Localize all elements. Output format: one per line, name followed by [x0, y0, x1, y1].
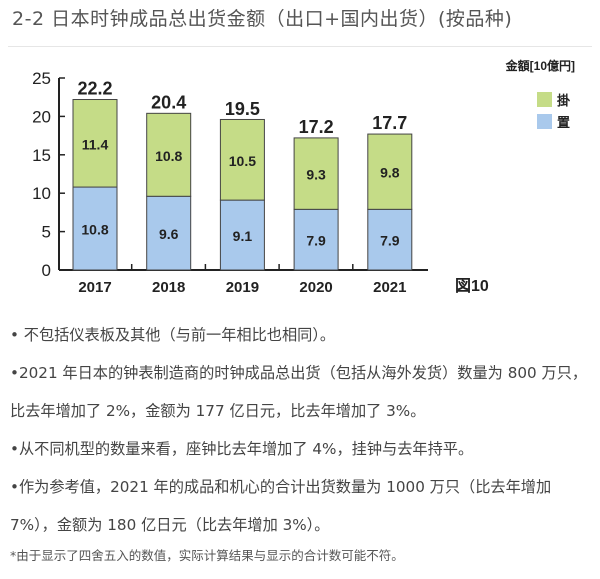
- y-tick-label: 20: [32, 107, 51, 126]
- bar-segment: [293, 208, 339, 271]
- data-label: 7.9: [380, 233, 400, 249]
- total-label: 17.7: [372, 113, 407, 133]
- footnote: *由于显示了四舍五入的数值，实际计算结果与显示的合计数可能不符。: [10, 548, 404, 563]
- divider: [8, 46, 592, 47]
- total-label: 19.5: [225, 99, 260, 119]
- legend-label: 置: [557, 115, 570, 130]
- x-tick-label: 2020: [299, 279, 332, 296]
- x-tick-label: 2018: [152, 279, 185, 296]
- bar-segment: [367, 133, 413, 210]
- data-label: 9.3: [306, 167, 326, 183]
- total-label: 20.4: [151, 92, 186, 112]
- page-title: 2-2 日本时钟成品总出货金额（出口+国内出货）(按品种): [12, 8, 513, 30]
- bar-chart: 0 5 10 15 20 25 10.8 11.4 22.2 2017 9.6 10.8 20.4 201…: [32, 58, 575, 296]
- x-tick-label: 2019: [226, 279, 259, 296]
- paragraph: • 不包括仪表板及其他（与前一年相比也相同）。: [10, 326, 336, 344]
- bar-segment: [72, 99, 118, 188]
- y-tick-label: 15: [32, 146, 51, 165]
- data-label: 11.4: [82, 136, 109, 152]
- x-tick-label: 2021: [373, 279, 406, 296]
- data-label: 10.8: [155, 148, 182, 164]
- bar-segment: [219, 118, 265, 201]
- x-tick-label: 2017: [78, 279, 111, 296]
- paragraph: •2021 年日本的钟表制造商的时钟成品总出货（包括从海外发货）数量为 800 …: [10, 364, 588, 420]
- y-tick-label: 0: [42, 261, 51, 280]
- paragraph: •作为参考值，2021 年的成品和机心的合计出货数量为 1000 万只（比去年增…: [10, 478, 552, 534]
- legend-label: 掛: [557, 93, 571, 108]
- figure-label: 図10: [455, 277, 489, 295]
- bar-segment: [146, 112, 192, 197]
- total-label: 17.2: [299, 117, 334, 137]
- data-label: 9.8: [380, 165, 400, 181]
- bar-segment: [293, 137, 339, 210]
- data-label: 7.9: [306, 233, 326, 249]
- data-label: 9.1: [233, 228, 253, 244]
- y-tick-label: 25: [32, 69, 51, 88]
- data-label: 10.8: [81, 222, 108, 238]
- data-label: 9.6: [159, 226, 179, 242]
- paragraph: •从不同机型的数量来看，座钟比去年增加了 4%，挂钟与去年持平。: [10, 440, 474, 458]
- description: • 不包括仪表板及其他（与前一年相比也相同）。 •2021 年日本的钟表制造商的…: [10, 316, 595, 544]
- bar-segment: [146, 195, 192, 271]
- bar-segment: [219, 199, 265, 271]
- total-label: 22.2: [77, 79, 112, 99]
- unit-label: 金額[10億円]: [505, 58, 575, 73]
- legend-swatch: [537, 92, 552, 107]
- bar-segment: [367, 208, 413, 271]
- legend-swatch: [537, 114, 552, 129]
- y-tick-label: 5: [42, 223, 51, 242]
- data-label: 10.5: [229, 153, 256, 169]
- y-tick-label: 10: [32, 184, 51, 203]
